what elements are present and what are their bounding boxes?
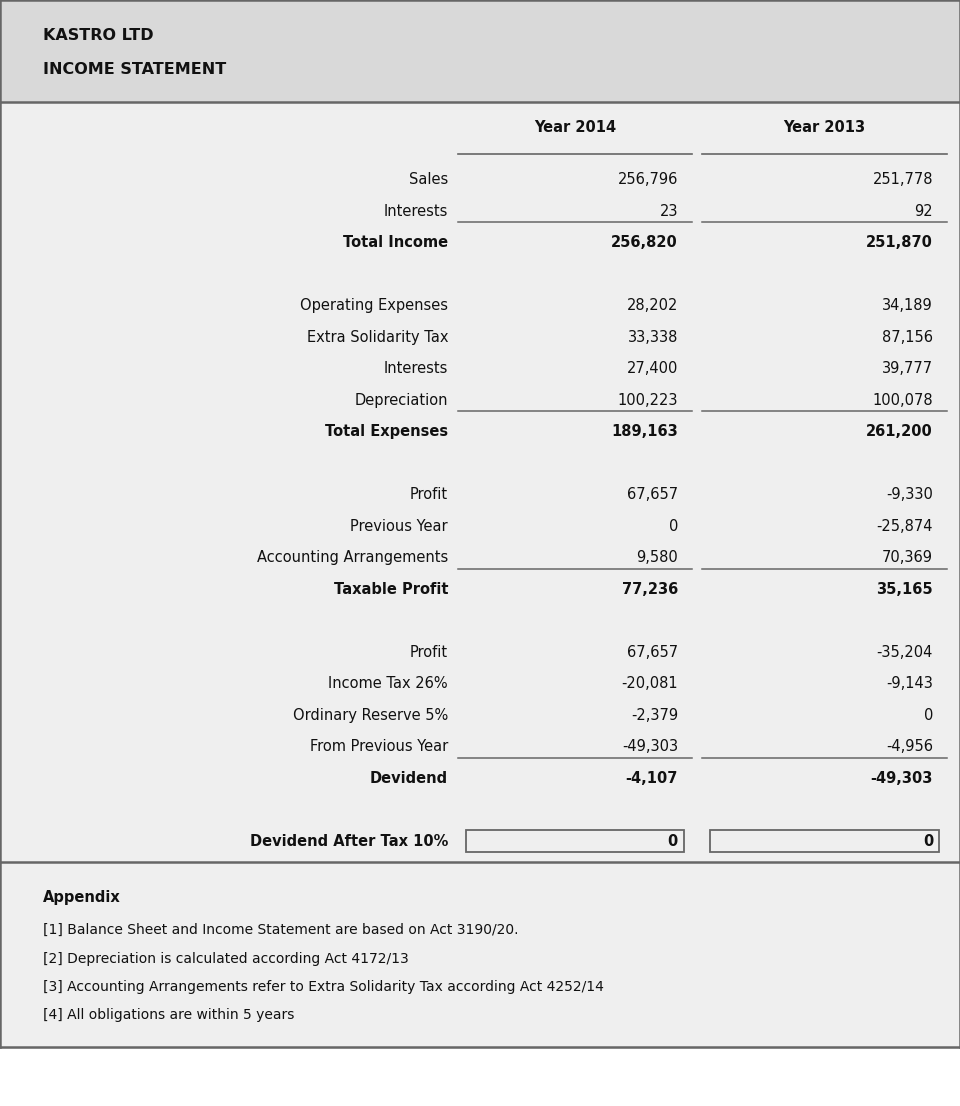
Text: 256,820: 256,820 xyxy=(612,236,678,250)
Text: [4] All obligations are within 5 years: [4] All obligations are within 5 years xyxy=(43,1009,295,1023)
Text: 0: 0 xyxy=(668,834,678,848)
Text: 256,796: 256,796 xyxy=(617,173,678,187)
Text: 189,163: 189,163 xyxy=(612,425,678,439)
Text: [1] Balance Sheet and Income Statement are based on Act 3190/20.: [1] Balance Sheet and Income Statement a… xyxy=(43,924,518,937)
Text: 251,870: 251,870 xyxy=(866,236,933,250)
Text: 39,777: 39,777 xyxy=(882,362,933,376)
Text: Total Expenses: Total Expenses xyxy=(324,425,448,439)
Text: Profit: Profit xyxy=(410,645,448,660)
Text: Depreciation: Depreciation xyxy=(354,393,448,408)
Text: Year 2013: Year 2013 xyxy=(783,119,866,135)
Text: 23: 23 xyxy=(660,204,678,219)
Text: 27,400: 27,400 xyxy=(627,362,678,376)
Text: [3] Accounting Arrangements refer to Extra Solidarity Tax according Act 4252/14: [3] Accounting Arrangements refer to Ext… xyxy=(43,980,604,994)
Text: 251,778: 251,778 xyxy=(873,173,933,187)
Text: 0: 0 xyxy=(668,519,678,534)
Text: 28,202: 28,202 xyxy=(627,299,678,313)
Text: Sales: Sales xyxy=(409,173,448,187)
Text: Previous Year: Previous Year xyxy=(350,519,448,534)
Bar xyxy=(0,0,960,102)
Text: 67,657: 67,657 xyxy=(627,488,678,502)
Text: KASTRO LTD: KASTRO LTD xyxy=(43,28,154,43)
Text: From Previous Year: From Previous Year xyxy=(310,739,448,754)
Text: Interests: Interests xyxy=(384,204,448,219)
Text: -9,330: -9,330 xyxy=(886,488,933,502)
Text: -4,107: -4,107 xyxy=(626,771,678,785)
Text: -35,204: -35,204 xyxy=(876,645,933,660)
Text: 100,078: 100,078 xyxy=(873,393,933,408)
Text: INCOME STATEMENT: INCOME STATEMENT xyxy=(43,62,227,77)
Text: Interests: Interests xyxy=(384,362,448,376)
Text: Income Tax 26%: Income Tax 26% xyxy=(328,676,448,691)
Bar xyxy=(710,831,939,853)
Text: Taxable Profit: Taxable Profit xyxy=(333,582,448,597)
Text: 9,580: 9,580 xyxy=(636,551,678,565)
Text: 261,200: 261,200 xyxy=(866,425,933,439)
Text: [2] Depreciation is calculated according Act 4172/13: [2] Depreciation is calculated according… xyxy=(43,951,409,966)
Text: 100,223: 100,223 xyxy=(617,393,678,408)
Text: 0: 0 xyxy=(923,834,933,848)
Text: Devidend After Tax 10%: Devidend After Tax 10% xyxy=(250,834,448,848)
Text: 33,338: 33,338 xyxy=(628,330,678,345)
Text: Year 2014: Year 2014 xyxy=(534,119,616,135)
Text: Operating Expenses: Operating Expenses xyxy=(300,299,448,313)
Text: -4,956: -4,956 xyxy=(886,739,933,754)
Text: Accounting Arrangements: Accounting Arrangements xyxy=(256,551,448,565)
Text: Total Income: Total Income xyxy=(343,236,448,250)
Text: Extra Solidarity Tax: Extra Solidarity Tax xyxy=(306,330,448,345)
Text: 35,165: 35,165 xyxy=(876,582,933,597)
Text: Devidend: Devidend xyxy=(370,771,448,785)
Text: 92: 92 xyxy=(914,204,933,219)
Text: 70,369: 70,369 xyxy=(882,551,933,565)
Text: 87,156: 87,156 xyxy=(882,330,933,345)
Text: Appendix: Appendix xyxy=(43,890,121,905)
Bar xyxy=(466,831,684,853)
Text: 77,236: 77,236 xyxy=(622,582,678,597)
Text: -20,081: -20,081 xyxy=(621,676,678,691)
Text: 0: 0 xyxy=(924,708,933,722)
Text: Profit: Profit xyxy=(410,488,448,502)
Text: -9,143: -9,143 xyxy=(886,676,933,691)
Text: 67,657: 67,657 xyxy=(627,645,678,660)
Text: -25,874: -25,874 xyxy=(876,519,933,534)
Text: -2,379: -2,379 xyxy=(631,708,678,722)
Text: -49,303: -49,303 xyxy=(622,739,678,754)
Text: -49,303: -49,303 xyxy=(871,771,933,785)
Text: 34,189: 34,189 xyxy=(882,299,933,313)
Text: Ordinary Reserve 5%: Ordinary Reserve 5% xyxy=(293,708,448,722)
Bar xyxy=(0,102,960,1048)
